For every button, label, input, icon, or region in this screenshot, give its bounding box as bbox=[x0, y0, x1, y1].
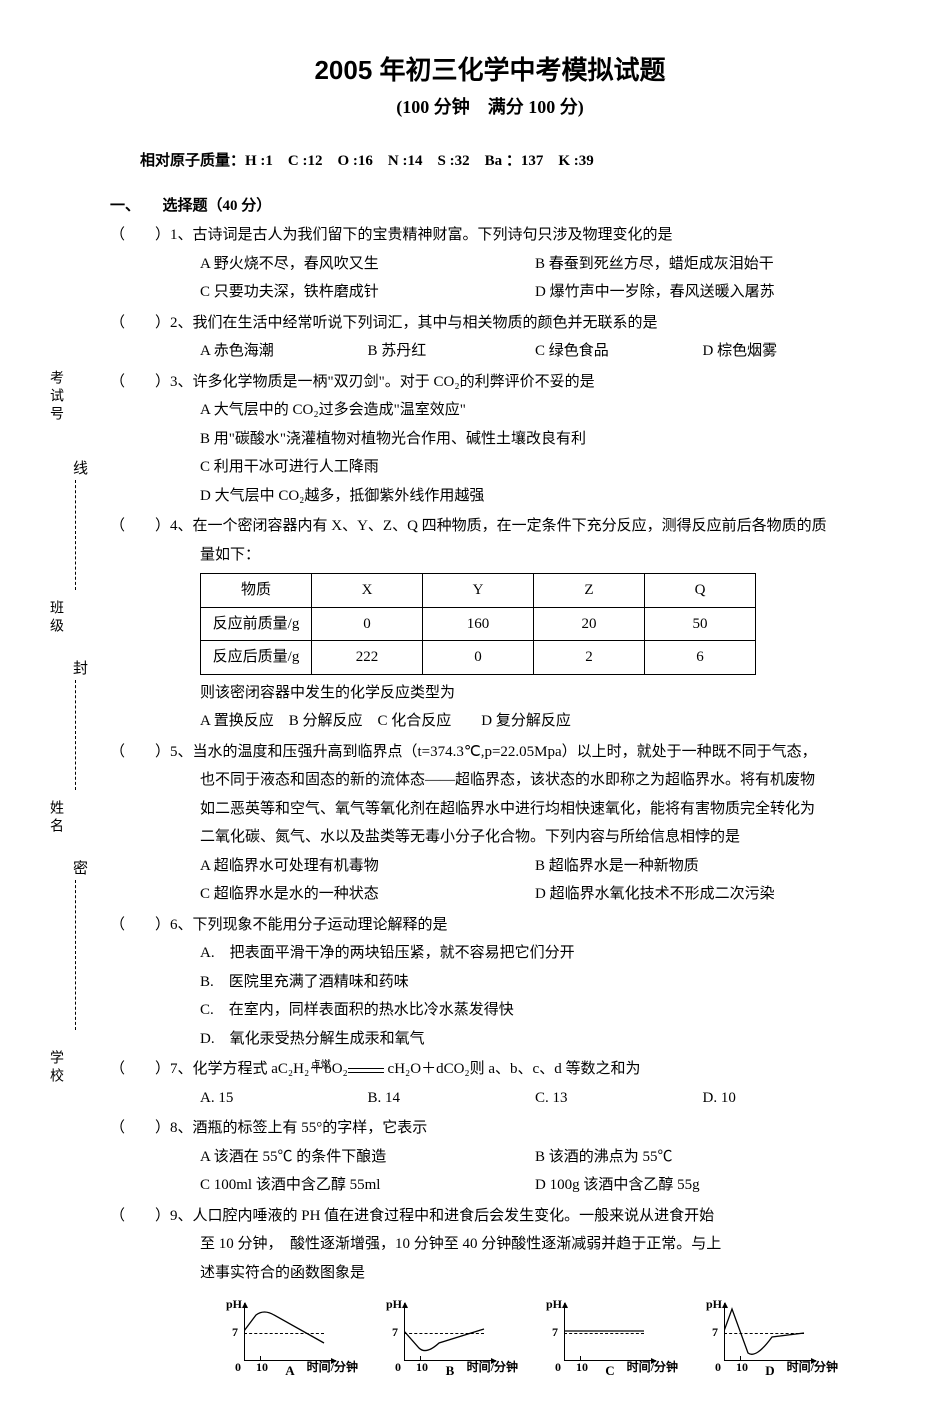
q1-opt-a: A 野火烧不尽，春风吹又生 bbox=[200, 250, 535, 279]
q7-stem-b: cH₂O＋dCO₂则 a、b、c、d 等数之和为 bbox=[384, 1061, 641, 1077]
q5-l4: 二氧化碳、氮气、水以及盐类等无毒小分子化合物。下列内容与所给信息相悖的是 bbox=[110, 823, 870, 852]
q7-opt-d: D. 10 bbox=[703, 1084, 871, 1113]
chart-b: pH 7 0 10 时间/分钟 B bbox=[390, 1301, 510, 1379]
q2-opt-b: B 苏丹红 bbox=[368, 337, 536, 366]
band-mark-line: 线 bbox=[69, 460, 90, 475]
q1-opt-d: D 爆竹声中一岁除，春风送暖入屠苏 bbox=[535, 278, 870, 307]
q5-l3: 如二恶英等和空气、氧气等氧化剂在超临界水中进行均相快速氧化，能将有害物质完全转化… bbox=[110, 795, 870, 824]
chart-b-curve bbox=[404, 1303, 494, 1361]
q4-tail: 则该密闭容器中发生的化学反应类型为 bbox=[110, 679, 870, 708]
q3-opt-d: D 大气层中 CO₂越多，抵御紫外线作用越强 bbox=[110, 482, 870, 511]
q8-opt-b: B 该酒的沸点为 55℃ bbox=[535, 1143, 870, 1172]
q8-opt-a: A 该酒在 55℃ 的条件下酿造 bbox=[200, 1143, 535, 1172]
question-5: （ ）5、当水的温度和压强升高到临界点（t=374.3℃,p=22.05Mpa）… bbox=[110, 738, 870, 909]
q4-stem: （ ）4、在一个密闭容器内有 X、Y、Z、Q 四种物质，在一定条件下充分反应，测… bbox=[110, 512, 870, 541]
band-label-name: 姓名 bbox=[45, 800, 65, 836]
q4-th-2: Y bbox=[423, 574, 534, 608]
q2-opt-d: D 棕色烟雾 bbox=[703, 337, 871, 366]
chart-c-curve bbox=[564, 1303, 654, 1361]
band-label-school: 学校 bbox=[45, 1050, 65, 1086]
q3-opt-b: B 用"碳酸水"浇灌植物对植物光合作用、碱性土壤改良有利 bbox=[110, 425, 870, 454]
q5-opt-a: A 超临界水可处理有机毒物 bbox=[200, 852, 535, 881]
q6-opt-d: D. 氧化汞受热分解生成汞和氧气 bbox=[110, 1025, 870, 1054]
q7-stem: （ ）7、化学方程式 aC₂H₂＋bO₂ 点燃 cH₂O＋dCO₂则 a、b、c… bbox=[110, 1055, 870, 1084]
question-2: （ ）2、我们在生活中经常听说下列词汇，其中与相关物质的颜色并无联系的是 A 赤… bbox=[110, 309, 870, 366]
q8-opt-d: D 100g 该酒中含乙醇 55g bbox=[535, 1171, 870, 1200]
q6-stem: （ ）6、下列现象不能用分子运动理论解释的是 bbox=[110, 911, 870, 940]
atomic-mass-line: 相对原子质量：H :1 C :12 O :16 N :14 S :32 Ba ：… bbox=[140, 149, 870, 170]
q5-opt-c: C 超临界水是水的一种状态 bbox=[200, 880, 535, 909]
q9-l3: 述事实符合的函数图象是 bbox=[110, 1259, 870, 1288]
question-4: （ ）4、在一个密闭容器内有 X、Y、Z、Q 四种物质，在一定条件下充分反应，测… bbox=[110, 512, 870, 736]
q5-opt-d: D 超临界水氧化技术不形成二次污染 bbox=[535, 880, 870, 909]
q1-stem: （ ）1、古诗词是古人为我们留下的宝贵精神财富。下列诗句只涉及物理变化的是 bbox=[110, 221, 870, 250]
q2-opt-a: A 赤色海潮 bbox=[200, 337, 368, 366]
question-1: （ ）1、古诗词是古人为我们留下的宝贵精神财富。下列诗句只涉及物理变化的是 A … bbox=[110, 221, 870, 307]
table-row: 反应前质量/g 0 160 20 50 bbox=[201, 607, 756, 641]
q7-opt-a: A. 15 bbox=[200, 1084, 368, 1113]
q1-opt-c: C 只要功夫深，铁杵磨成针 bbox=[200, 278, 535, 307]
chart-d: pH 7 0 10 时间/分钟 D bbox=[710, 1301, 830, 1379]
table-row: 物质 X Y Z Q bbox=[201, 574, 756, 608]
question-8: （ ）8、酒瓶的标签上有 55°的字样，它表示 A 该酒在 55℃ 的条件下酿造… bbox=[110, 1114, 870, 1200]
q4-th-3: Z bbox=[534, 574, 645, 608]
q4-th-1: X bbox=[312, 574, 423, 608]
eq-line-top bbox=[348, 1068, 384, 1069]
page-title: 2005 年初三化学中考模拟试题 bbox=[110, 50, 870, 87]
chart-c: pH 7 0 10 时间/分钟 C bbox=[550, 1301, 670, 1379]
q4-th-4: Q bbox=[645, 574, 756, 608]
q3-stem: （ ）3、许多化学物质是一柄"双刃剑"。对于 CO₂的利弊评价不妥的是 bbox=[110, 368, 870, 397]
q5-stem: （ ）5、当水的温度和压强升高到临界点（t=374.3℃,p=22.05Mpa）… bbox=[110, 738, 870, 767]
band-mark-secret: 密 bbox=[69, 860, 90, 875]
page-body: 2005 年初三化学中考模拟试题 (100 分钟 满分 100 分) 相对原子质… bbox=[110, 50, 870, 1379]
q9-charts: pH 7 0 10 时间/分钟 A pH 7 0 10 时间/分钟 bbox=[110, 1301, 870, 1379]
question-3: （ ）3、许多化学物质是一柄"双刃剑"。对于 CO₂的利弊评价不妥的是 A 大气… bbox=[110, 368, 870, 511]
q4-th-0: 物质 bbox=[201, 574, 312, 608]
section-1-heading: 一、 选择题（40 分） bbox=[110, 194, 870, 215]
q4-opts: A 置换反应 B 分解反应 C 化合反应 D 复分解反应 bbox=[110, 707, 870, 736]
q2-opt-c: C 绿色食品 bbox=[535, 337, 703, 366]
q5-opt-b: B 超临界水是一种新物质 bbox=[535, 852, 870, 881]
band-label-class: 班级 bbox=[45, 600, 65, 636]
chart-a-curve bbox=[244, 1303, 334, 1361]
q8-opt-c: C 100ml 该酒中含乙醇 55ml bbox=[200, 1171, 535, 1200]
q6-opt-c: C. 在室内，同样表面积的热水比冷水蒸发得快 bbox=[110, 996, 870, 1025]
q6-opt-b: B. 医院里充满了酒精味和药味 bbox=[110, 968, 870, 997]
q5-l2: 也不同于液态和固态的新的流体态——超临界态，该状态的水即称之为超临界水。将有机废… bbox=[110, 766, 870, 795]
q4-table: 物质 X Y Z Q 反应前质量/g 0 160 20 50 反应后质量/g 2… bbox=[200, 573, 756, 675]
q6-opt-a: A. 把表面平滑干净的两块铅压紧，就不容易把它们分开 bbox=[110, 939, 870, 968]
table-row: 反应后质量/g 222 0 2 6 bbox=[201, 641, 756, 675]
band-dash-2 bbox=[75, 680, 76, 790]
question-6: （ ）6、下列现象不能用分子运动理论解释的是 A. 把表面平滑干净的两块铅压紧，… bbox=[110, 911, 870, 1054]
chart-d-curve bbox=[724, 1303, 814, 1361]
q2-stem: （ ）2、我们在生活中经常听说下列词汇，其中与相关物质的颜色并无联系的是 bbox=[110, 309, 870, 338]
question-7: （ ）7、化学方程式 aC₂H₂＋bO₂ 点燃 cH₂O＋dCO₂则 a、b、c… bbox=[110, 1055, 870, 1112]
q8-stem: （ ）8、酒瓶的标签上有 55°的字样，它表示 bbox=[110, 1114, 870, 1143]
q1-opt-b: B 春蚕到死丝方尽，蜡炬成灰泪始干 bbox=[535, 250, 870, 279]
eq-line-bottom bbox=[348, 1072, 384, 1073]
q7-opt-b: B. 14 bbox=[368, 1084, 536, 1113]
band-mark-seal: 封 bbox=[69, 660, 90, 675]
q9-stem: （ ）9、人口腔内唾液的 PH 值在进食过程中和进食后会发生变化。一般来说从进食… bbox=[110, 1202, 870, 1231]
q7-opt-c: C. 13 bbox=[535, 1084, 703, 1113]
q3-opt-a: A 大气层中的 CO₂过多会造成"温室效应" bbox=[110, 396, 870, 425]
chart-a: pH 7 0 10 时间/分钟 A bbox=[230, 1301, 350, 1379]
band-dash-1 bbox=[75, 480, 76, 590]
page-subtitle: (100 分钟 满分 100 分) bbox=[110, 93, 870, 119]
band-dash-3 bbox=[75, 880, 76, 1030]
margin-band: 考试号 线 班级 封 姓名 密 学校 bbox=[45, 370, 85, 1220]
q9-l2: 至 10 分钟， 酸性逐渐增强，10 分钟至 40 分钟酸性逐渐减弱并趋于正常。… bbox=[110, 1230, 870, 1259]
question-9: （ ）9、人口腔内唾液的 PH 值在进食过程中和进食后会发生变化。一般来说从进食… bbox=[110, 1202, 870, 1288]
q4-stem2: 量如下： bbox=[110, 541, 870, 570]
band-label-examno: 考试号 bbox=[45, 370, 65, 424]
q3-opt-c: C 利用干冰可进行人工降雨 bbox=[110, 453, 870, 482]
